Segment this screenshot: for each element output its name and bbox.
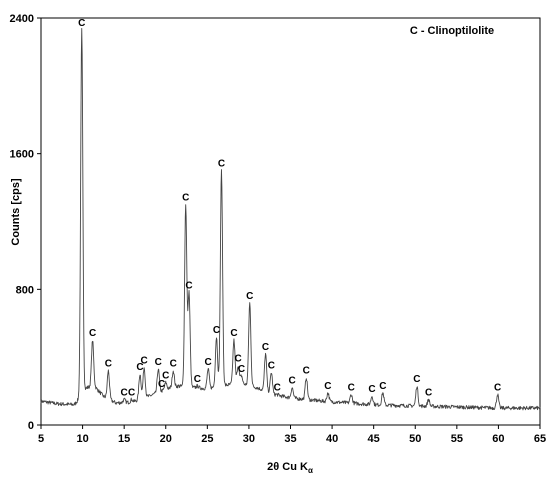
peak-label: C bbox=[289, 376, 296, 387]
x-axis-ticks: 5 10 15 20 25 30 35 40 45 50 55 60 65 bbox=[38, 425, 546, 445]
x-tick-label: 40 bbox=[326, 433, 338, 445]
plot-border bbox=[40, 17, 541, 426]
peak-label: C bbox=[78, 18, 85, 29]
peak-label: C bbox=[494, 382, 501, 393]
peak-label: C bbox=[262, 342, 269, 353]
y-tick-label: 2400 bbox=[10, 13, 34, 25]
x-axis-title-subscript: α bbox=[308, 466, 313, 475]
y-tick-label: 1600 bbox=[10, 149, 34, 161]
plot-frame bbox=[40, 17, 541, 426]
peak-label: C bbox=[246, 291, 253, 302]
x-tick-label: 50 bbox=[409, 433, 421, 445]
peak-label: C bbox=[413, 374, 420, 385]
peak-label: C bbox=[205, 357, 212, 368]
peak-label: C bbox=[121, 388, 128, 399]
peak-label: C bbox=[348, 382, 355, 393]
x-tick-label: 30 bbox=[243, 433, 255, 445]
peak-label: C bbox=[89, 328, 96, 339]
peak-label: C bbox=[141, 355, 148, 366]
x-tick-label: 55 bbox=[451, 433, 463, 445]
peak-label: C bbox=[213, 325, 220, 336]
legend-annotation: C - Clinoptilolite bbox=[410, 25, 494, 37]
x-tick-label: 10 bbox=[76, 433, 88, 445]
peak-label: C bbox=[182, 193, 189, 204]
peak-label: C bbox=[155, 357, 162, 368]
peak-label: C bbox=[379, 381, 386, 392]
x-tick-label: 25 bbox=[201, 433, 213, 445]
peak-label: C bbox=[170, 359, 177, 370]
peak-label: C bbox=[128, 388, 135, 399]
peak-label: C bbox=[268, 360, 275, 371]
peak-label: C bbox=[238, 364, 245, 375]
peak-label: C bbox=[194, 374, 201, 385]
x-tick-label: 60 bbox=[492, 433, 504, 445]
diffraction-series bbox=[40, 27, 541, 411]
x-tick-label: 35 bbox=[284, 433, 296, 445]
x-tick-label: 15 bbox=[118, 433, 130, 445]
peak-label: C bbox=[234, 354, 241, 365]
x-tick-label: 45 bbox=[368, 433, 380, 445]
x-axis-title: 2θ Cu Kα bbox=[267, 461, 313, 475]
peak-label: C bbox=[218, 159, 225, 170]
peak-label: C bbox=[274, 382, 281, 393]
y-axis-ticks: 0 800 1600 2400 bbox=[10, 13, 41, 432]
y-tick-label: 800 bbox=[16, 284, 34, 296]
peak-label: C bbox=[425, 388, 432, 399]
peak-label: C bbox=[303, 366, 310, 377]
peak-label: C bbox=[105, 359, 112, 370]
series-line bbox=[40, 27, 541, 411]
x-tick-label: 65 bbox=[534, 433, 546, 445]
peak-label: C bbox=[324, 381, 331, 392]
peak-label: C bbox=[368, 384, 375, 395]
peak-label: C bbox=[162, 371, 169, 382]
y-axis-title: Counts [cps] bbox=[10, 178, 22, 246]
peak-label: C bbox=[230, 328, 237, 339]
peak-label: C bbox=[158, 379, 165, 390]
peak-label: C bbox=[185, 281, 192, 292]
x-axis-title-main: 2θ Cu K bbox=[267, 461, 308, 473]
x-tick-label: 20 bbox=[160, 433, 172, 445]
x-tick-label: 5 bbox=[38, 433, 44, 445]
peak-label: C bbox=[136, 362, 143, 373]
y-tick-label: 0 bbox=[28, 420, 34, 432]
